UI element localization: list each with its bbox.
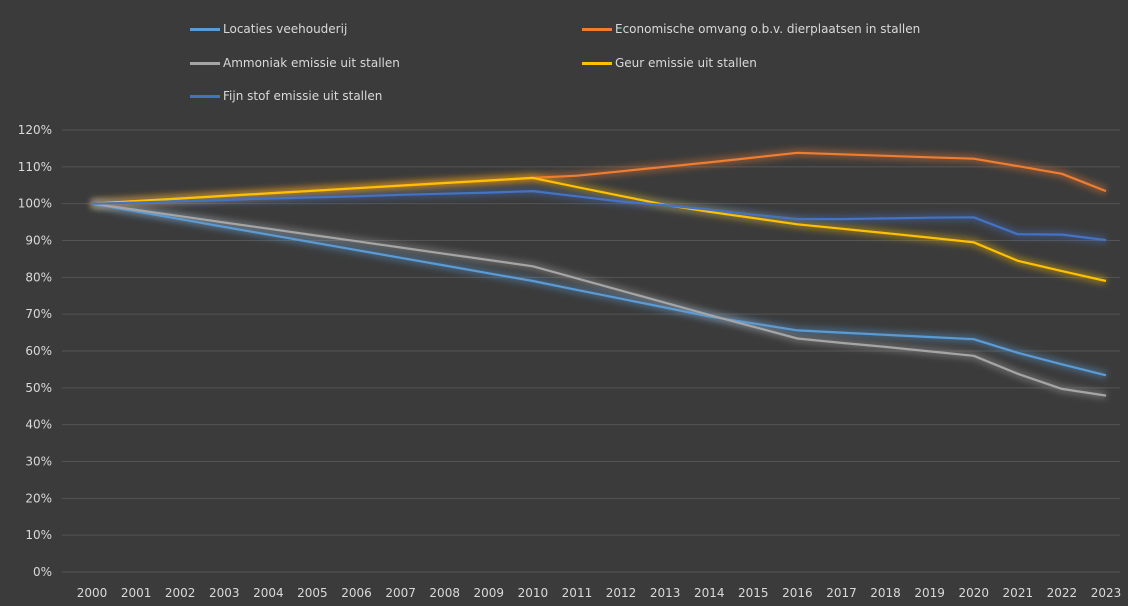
legend-item-economische-omvang: Economische omvang o.b.v. dierplaatsen i…	[582, 20, 920, 38]
x-tick-label: 2008	[429, 586, 460, 600]
x-tick-label: 2006	[341, 586, 372, 600]
y-tick-label: 30%	[25, 455, 52, 469]
series-line-2	[91, 202, 1107, 397]
y-tick-label: 90%	[25, 234, 52, 248]
y-tick-label: 50%	[25, 381, 52, 395]
legend-label: Locaties veehouderij	[223, 22, 348, 36]
legend-swatch	[190, 94, 220, 98]
x-tick-label: 2011	[562, 586, 593, 600]
x-tick-label: 2012	[606, 586, 637, 600]
x-tick-label: 2013	[650, 586, 681, 600]
legend-item-ammoniak: Ammoniak emissie uit stallen	[190, 54, 400, 72]
legend-label: Fijn stof emissie uit stallen	[223, 89, 383, 103]
x-tick-label: 2007	[385, 586, 416, 600]
x-tick-label: 2014	[694, 586, 725, 600]
legend-swatch	[190, 61, 220, 65]
legend-label: Geur emissie uit stallen	[615, 56, 757, 70]
y-tick-label: 80%	[25, 270, 52, 284]
x-tick-label: 2017	[826, 586, 857, 600]
x-tick-label: 2018	[870, 586, 901, 600]
y-tick-label: 100%	[18, 197, 52, 211]
legend: Locaties veehouderij Economische omvang …	[0, 0, 1128, 110]
legend-swatch	[190, 27, 220, 31]
x-tick-label: 2015	[738, 586, 769, 600]
legend-label: Ammoniak emissie uit stallen	[223, 56, 400, 70]
x-tick-label: 2010	[518, 586, 549, 600]
x-tick-label: 2021	[1003, 586, 1034, 600]
y-tick-label: 40%	[25, 418, 52, 432]
x-tick-label: 2023	[1091, 586, 1122, 600]
x-tick-label: 2003	[209, 586, 240, 600]
y-tick-label: 0%	[33, 565, 52, 579]
x-tick-label: 2000	[77, 586, 108, 600]
x-tick-label: 2004	[253, 586, 284, 600]
legend-item-geur: Geur emissie uit stallen	[582, 54, 757, 72]
y-tick-label: 20%	[25, 491, 52, 505]
series-line-4	[91, 190, 1107, 242]
x-tick-label: 2016	[782, 586, 813, 600]
y-tick-label: 70%	[25, 307, 52, 321]
legend-swatch	[582, 61, 612, 65]
series-line-0	[91, 202, 1107, 377]
x-tick-label: 2001	[121, 586, 152, 600]
legend-item-locaties: Locaties veehouderij	[190, 20, 347, 38]
x-tick-label: 2005	[297, 586, 328, 600]
legend-swatch	[582, 27, 612, 31]
y-tick-label: 110%	[18, 160, 52, 174]
x-tick-label: 2020	[958, 586, 989, 600]
y-tick-label: 120%	[18, 123, 52, 137]
x-tick-label: 2022	[1047, 586, 1078, 600]
y-tick-label: 10%	[25, 528, 52, 542]
x-tick-label: 2009	[474, 586, 505, 600]
series-line-3	[91, 176, 1107, 283]
legend-item-fijn-stof: Fijn stof emissie uit stallen	[190, 87, 382, 105]
y-tick-label: 60%	[25, 344, 52, 358]
legend-label: Economische omvang o.b.v. dierplaatsen i…	[615, 22, 921, 36]
x-tick-label: 2002	[165, 586, 196, 600]
x-tick-label: 2019	[914, 586, 945, 600]
